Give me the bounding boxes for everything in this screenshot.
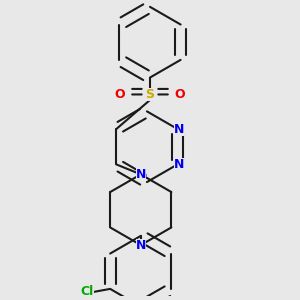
Text: S: S <box>146 88 154 101</box>
Text: Cl: Cl <box>80 286 94 298</box>
Text: O: O <box>175 88 185 101</box>
Text: N: N <box>174 158 184 171</box>
Text: N: N <box>174 122 184 136</box>
Text: N: N <box>136 238 146 252</box>
Text: O: O <box>115 88 125 101</box>
Text: N: N <box>136 168 146 181</box>
